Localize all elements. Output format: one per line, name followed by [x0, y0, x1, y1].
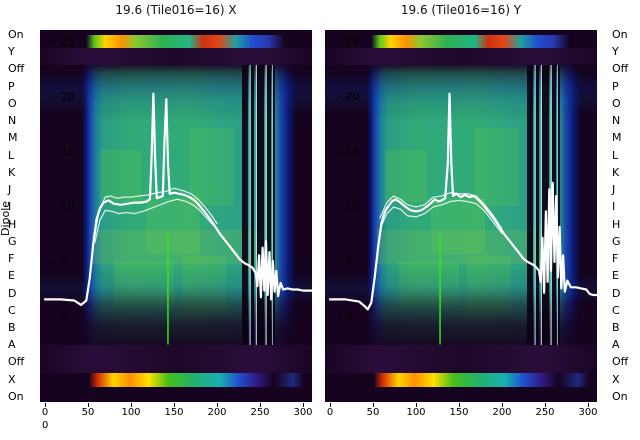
row-label: C	[8, 303, 16, 317]
row-label: N	[8, 114, 17, 128]
row-label: X	[8, 372, 16, 386]
bundle-lower-trace	[94, 198, 220, 243]
row-label: P	[8, 79, 15, 93]
row-labels-right: On Y Off P O N M L K J I H G F E D C B A Off X On	[612, 29, 639, 402]
row-label: K	[8, 165, 16, 179]
row-label: H	[8, 217, 17, 231]
row-label: M	[612, 131, 622, 145]
row-label: G	[8, 234, 17, 248]
x-tick-mark	[544, 403, 546, 407]
row-label: O	[612, 96, 621, 110]
row-label: J	[8, 183, 12, 197]
x-tick-mark	[259, 403, 261, 407]
x-tick-mark	[173, 403, 175, 407]
row-label: E	[612, 269, 619, 283]
row-label: L	[612, 148, 619, 162]
heatmap-image-y	[325, 30, 597, 402]
row-label: L	[8, 148, 15, 162]
corner-zero-label: 0	[42, 420, 49, 431]
row-label: D	[8, 286, 17, 300]
row-label: E	[8, 269, 15, 283]
x-tick-mark	[87, 403, 89, 407]
heatmap-x: - 25- 20- 15- 10- 5- 0	[40, 30, 312, 402]
row-label: B	[612, 320, 620, 334]
row-label: Off	[8, 355, 25, 369]
x-tick-mark	[458, 403, 460, 407]
row-label: H	[612, 217, 621, 231]
row-label: D	[612, 286, 621, 300]
x-tick-label: 50	[366, 407, 380, 418]
bundle-upper-trace	[379, 192, 503, 230]
row-label: A	[612, 338, 620, 352]
x-tick-label: 250	[250, 407, 270, 418]
x-tick-label: 0	[326, 407, 334, 418]
bundle-upper-trace	[94, 187, 218, 236]
green-marker-line	[439, 234, 441, 345]
x-axis-x: 0 50 100 150 200 250 300	[40, 403, 313, 427]
row-label: Y	[612, 45, 619, 59]
row-label: J	[612, 183, 616, 197]
x-tick-mark	[501, 403, 503, 407]
bundle-lower-trace	[379, 199, 503, 235]
x-tick-label: 200	[207, 407, 227, 418]
x-tick-mark	[216, 403, 218, 407]
row-labels-left: On Y Off P O N M L K J I H G F E D C B A Off X On	[8, 29, 32, 402]
x-tick-label: 300	[293, 407, 313, 418]
x-tick-label: 150	[164, 407, 184, 418]
x-tick-label: 250	[535, 407, 555, 418]
x-tick-label: 150	[449, 407, 469, 418]
green-marker-line	[167, 234, 169, 345]
x-tick-mark	[587, 403, 589, 407]
row-label: G	[612, 234, 621, 248]
x-tick-label: 300	[578, 407, 598, 418]
row-label: Off	[612, 355, 629, 369]
x-axis-y: 0 50 100 150 200 250 300	[325, 403, 598, 427]
row-label: C	[612, 303, 620, 317]
row-label: X	[612, 372, 620, 386]
bandpass-y-trace	[328, 92, 597, 311]
panel-x: 19.6 (Tile016=16) X - 25- 20- 15- 10- 5-…	[40, 0, 313, 440]
row-label: Off	[612, 62, 629, 76]
panel-title-x: 19.6 (Tile016=16) X	[115, 3, 237, 17]
row-label: F	[8, 252, 15, 266]
row-label: On	[612, 28, 628, 41]
heatmap-image-x	[40, 30, 312, 402]
row-label: On	[8, 389, 24, 403]
row-label: On	[8, 28, 24, 41]
row-label: K	[612, 165, 620, 179]
row-label: O	[8, 96, 17, 110]
panel-title-y: 19.6 (Tile016=16) Y	[400, 3, 522, 17]
x-tick-label: 0	[41, 407, 49, 418]
panel-y: 19.6 (Tile016=16) Y - 25- 20- 15- 10- 5-…	[325, 0, 598, 440]
row-label: P	[612, 79, 619, 93]
row-label: A	[8, 338, 16, 352]
row-label: M	[8, 131, 18, 145]
row-label: N	[612, 114, 621, 128]
x-tick-label: 100	[406, 407, 426, 418]
x-tick-mark	[329, 403, 331, 407]
x-tick-mark	[44, 403, 46, 407]
row-label: I	[8, 200, 12, 214]
row-label: Y	[8, 45, 15, 59]
row-label: F	[612, 252, 619, 266]
x-tick-label: 100	[121, 407, 141, 418]
x-tick-label: 50	[81, 407, 95, 418]
row-label: I	[612, 200, 616, 214]
x-tick-mark	[372, 403, 374, 407]
row-label: Off	[8, 62, 25, 76]
bandpass-x-trace	[43, 92, 312, 306]
x-tick-mark	[130, 403, 132, 407]
x-tick-mark	[302, 403, 304, 407]
x-tick-mark	[415, 403, 417, 407]
row-label: On	[612, 389, 628, 403]
x-tick-label: 200	[492, 407, 512, 418]
row-label: B	[8, 320, 16, 334]
heatmap-y: - 25- 20- 15- 10- 5- 0	[325, 30, 597, 402]
